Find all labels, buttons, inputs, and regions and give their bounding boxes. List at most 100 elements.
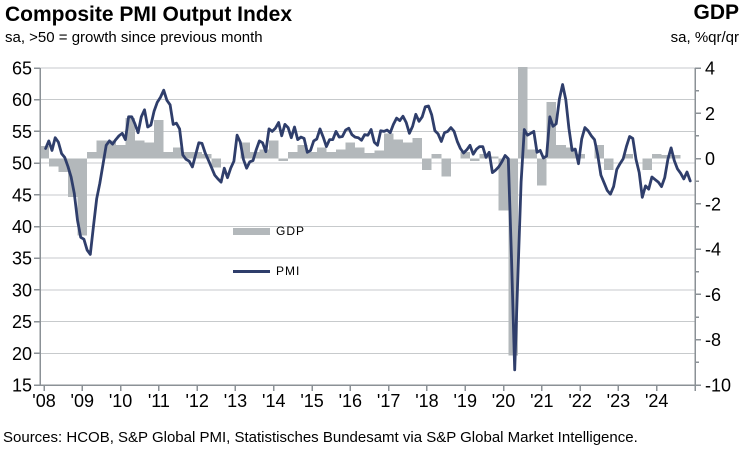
gdp-bar	[489, 156, 499, 159]
gdp-bar	[431, 154, 442, 159]
gdp-bar	[671, 155, 681, 159]
pmi-legend-label: PMI	[276, 264, 301, 278]
gdp-bar	[470, 158, 480, 161]
source-note: Sources: HCOB, S&P Global PMI, Statistis…	[3, 429, 638, 446]
gdp-bar	[240, 142, 250, 159]
gdp-bar	[134, 140, 145, 159]
gdp-bar	[460, 151, 471, 159]
left-axis-tick-label: 50	[12, 154, 32, 174]
gdp-bar	[125, 117, 135, 159]
x-axis-tick-label: '18	[415, 391, 438, 411]
gdp-bar	[527, 149, 538, 159]
gdp-bar	[106, 140, 116, 159]
gdp-bar	[556, 144, 566, 159]
right-axis-tick-label: -10	[705, 376, 731, 396]
gdp-bar	[58, 158, 68, 173]
gdp-bar	[288, 151, 298, 159]
gdp-bar	[651, 154, 662, 159]
left-axis-tick-label: 30	[12, 280, 32, 300]
gdp-bar	[77, 158, 88, 236]
gdp-bar	[364, 152, 375, 159]
gdp-bars	[40, 67, 681, 356]
left-axis-tick-label: 65	[12, 59, 32, 79]
gdp-bar	[182, 151, 193, 159]
gdp-bar	[374, 150, 384, 159]
right-axis-tick-label: 0	[705, 149, 715, 169]
x-axis-tick-label: '15	[300, 391, 323, 411]
right-axis-tick-label: -8	[705, 330, 721, 350]
gdp-bar	[517, 67, 528, 159]
gdp-bar	[96, 140, 107, 159]
gdp-bar	[661, 155, 672, 159]
x-axis-tick-label: '14	[262, 391, 285, 411]
x-axis-tick-label: '10	[109, 391, 132, 411]
gdp-bar	[565, 147, 576, 159]
gdp-bar	[259, 149, 269, 159]
left-axis-tick-label: 35	[12, 249, 32, 269]
x-axis-tick-label: '12	[185, 391, 208, 411]
left-axis-tick-label: 60	[12, 90, 32, 110]
gdp-bar	[546, 101, 557, 159]
x-axis-tick-label: '08	[32, 391, 55, 411]
gdp-axis-title: GDP	[693, 1, 739, 24]
gdp-bar	[422, 158, 432, 170]
x-axis-tick-label: '23	[607, 391, 630, 411]
gdp-bar-swatch	[233, 227, 270, 235]
gdp-bar	[335, 149, 346, 159]
gdp-bar	[623, 154, 633, 159]
x-axis-tick-label: '19	[454, 391, 477, 411]
x-axis-tick-label: '11	[148, 391, 170, 411]
left-axis-tick-label: 25	[12, 312, 32, 332]
x-axis-tick-label: '16	[339, 391, 362, 411]
x-axis-tick-label: '20	[492, 391, 515, 411]
gdp-bar	[355, 147, 365, 159]
x-axis-tick-label: '21	[530, 391, 553, 411]
gdp-bar	[154, 120, 164, 159]
gdp-bar	[163, 151, 174, 159]
right-axis-tick-label: -6	[705, 285, 721, 305]
gdp-bar	[48, 158, 59, 167]
gdp-bar	[594, 144, 605, 159]
gdp-bar	[115, 144, 126, 159]
gdp-bar	[393, 139, 404, 159]
pmi-line-swatch	[233, 269, 270, 273]
x-axis-tick-label: '09	[71, 391, 94, 411]
right-axis-tick-label: 4	[705, 59, 715, 79]
gdp-bar	[268, 140, 279, 159]
gdp-bar	[144, 142, 155, 159]
x-axis-tick-label: '22	[568, 391, 591, 411]
gdp-bar	[278, 158, 289, 161]
gdp-bar	[87, 151, 97, 159]
left-axis-tick-label: 20	[12, 344, 32, 364]
gdp-axis-subtitle: sa, %qr/qr	[670, 29, 739, 46]
legend-item-gdp: GDP	[233, 224, 305, 238]
gdp-bar	[508, 158, 518, 356]
gdp-bar	[604, 158, 614, 170]
pmi-line	[44, 83, 692, 372]
gdp-bar	[403, 142, 413, 159]
gdp-legend-label: GDP	[276, 224, 306, 238]
gdp-bar	[297, 144, 308, 159]
gdp-bar	[173, 147, 183, 159]
gdp-bar	[40, 146, 49, 159]
page-title: Composite PMI Output Index	[5, 3, 292, 26]
gdp-bar	[441, 158, 451, 177]
left-axis-tick-label: 45	[12, 185, 32, 205]
gdp-bar	[345, 142, 356, 159]
gdp-bar	[383, 133, 394, 159]
legend: GDP PMI	[233, 224, 305, 278]
x-axis-tick-label: '24	[645, 391, 668, 411]
gridlines	[40, 67, 695, 354]
gdp-bar	[642, 158, 652, 170]
gdp-bar	[537, 158, 547, 186]
axis-ticks	[34, 67, 701, 391]
right-axis-tick-label: -2	[705, 194, 721, 214]
right-axis-tick-label: -4	[705, 240, 721, 260]
gdp-bar	[307, 151, 317, 159]
page-subtitle: sa, >50 = growth since previous month	[5, 29, 263, 46]
legend-item-pmi: PMI	[233, 264, 305, 278]
left-axis-tick-label: 40	[12, 217, 32, 237]
gdp-bar	[211, 158, 222, 168]
